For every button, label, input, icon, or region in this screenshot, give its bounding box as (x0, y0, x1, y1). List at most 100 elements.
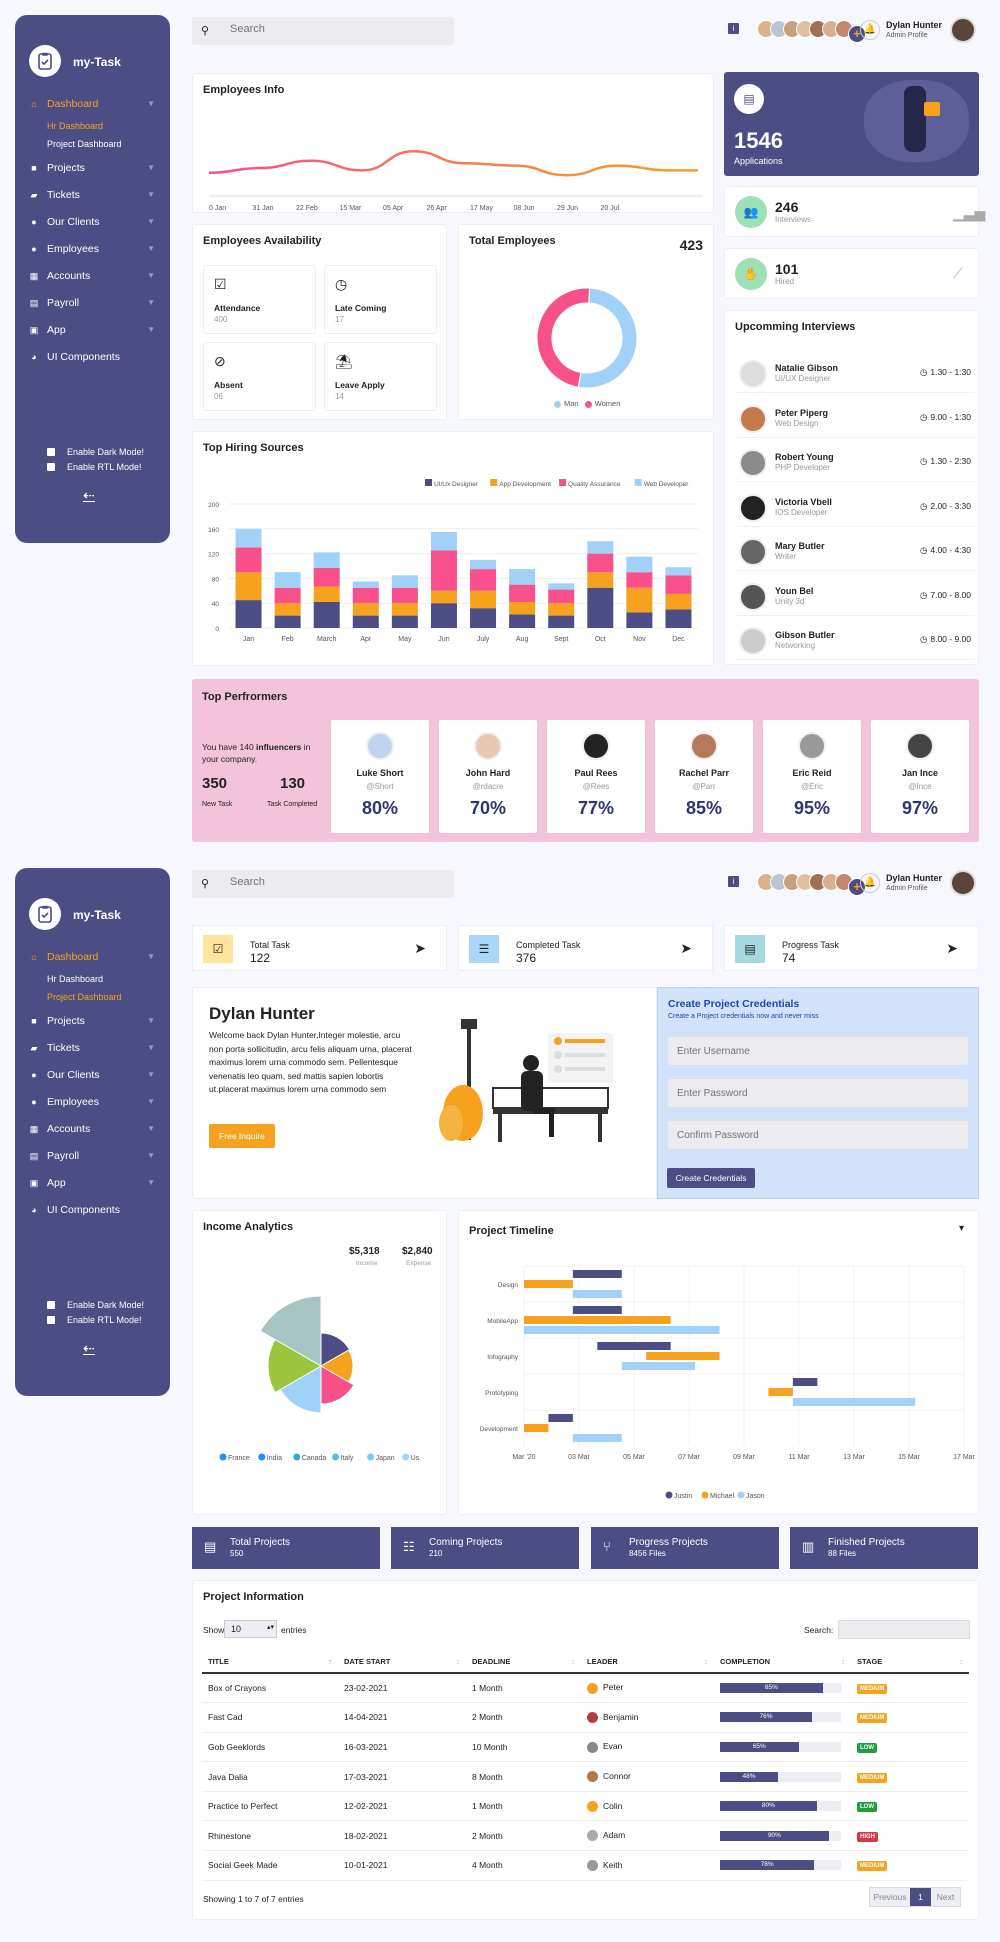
chevron-right-icon[interactable]: ➤ (680, 940, 692, 956)
attendance-tile[interactable]: ☑ Attendance 400 (203, 265, 316, 334)
finished-projects-card[interactable]: ▥ Finished Projects 88 Files (790, 1527, 978, 1569)
team-avatars[interactable]: + (757, 20, 866, 43)
timeline-dropdown-icon[interactable]: ▾ (958, 1223, 964, 1234)
chevron-right-icon[interactable]: ➤ (946, 940, 958, 956)
interview-row[interactable]: Victoria Vbell IOS Developer ◷ 2.00 - 3:30 (735, 491, 975, 527)
interview-row[interactable]: Youn Bel Unity 3d ◷ 7.00 - 8.00 (735, 580, 975, 616)
total-task-card[interactable]: ☑ Total Task 122 ➤ (192, 925, 447, 971)
col-deadline[interactable]: DEADLINE ↕ (466, 1651, 581, 1674)
clock-icon: ◷ (919, 367, 928, 377)
col-completion[interactable]: COMPLETION ↕ (714, 1651, 851, 1674)
sidebar-item-payroll[interactable]: ▤ Payroll ▼ (15, 1145, 170, 1167)
dark-mode-toggle[interactable]: Enable Dark Mode! (47, 447, 144, 457)
page-1-button[interactable]: 1 (910, 1888, 931, 1906)
info-badge[interactable]: i (728, 23, 739, 34)
sidebar-item-ui-components[interactable]: ◕ UI Components (15, 1199, 170, 1221)
interview-name: Youn Bel (775, 585, 814, 596)
bell-icon[interactable]: 🔔 (860, 20, 880, 40)
checkbox[interactable] (47, 1301, 55, 1309)
sidebar-sub-hr-dashboard[interactable]: Hr Dashboard (47, 121, 104, 131)
coming-projects-card[interactable]: ☷ Coming Projects 210 (391, 1527, 579, 1569)
entries-select[interactable]: 10 ▴▾ (224, 1620, 277, 1638)
table-row[interactable]: Box of Crayons 23-02-2021 1 Month Peter 85% M… (202, 1673, 969, 1704)
next-button[interactable]: Next (931, 1888, 960, 1906)
info-badge[interactable]: i (728, 876, 739, 887)
sidebar-item-employees[interactable]: ● Employees ▼ (15, 238, 170, 260)
performer-card[interactable]: Eric Reid @Eric 95% (763, 720, 861, 833)
sidebar-item-payroll[interactable]: ▤ Payroll ▼ (15, 292, 170, 314)
interview-row[interactable]: Peter Piperg Web Design ◷ 9.00 - 1:30 (735, 402, 975, 438)
dark-mode-toggle[interactable]: Enable Dark Mode! (47, 1300, 144, 1310)
table-row[interactable]: Rhinestone 18-02-2021 2 Month Adam 90% HIGH (202, 1820, 969, 1852)
chevron-right-icon[interactable]: ➤ (414, 940, 426, 956)
confirm-password-field[interactable] (667, 1120, 969, 1150)
sidebar-item-dashboard[interactable]: ⌂ Dashboard ▼ (15, 93, 170, 115)
sidebar-item-employees[interactable]: ● Employees ▼ (15, 1091, 170, 1113)
sidebar-item-clients[interactable]: ● Our Clients ▼ (15, 1064, 170, 1086)
team-avatars[interactable]: + (757, 873, 866, 896)
interview-row[interactable]: Mary Butler Writer ◷ 4.00 - 4:30 (735, 535, 975, 571)
performer-card[interactable]: John Hard @rdacre 70% (439, 720, 537, 833)
col-stage[interactable]: STAGE ↕ (851, 1651, 969, 1674)
performer-card[interactable]: Paul Rees @Rees 77% (547, 720, 645, 833)
leader-name: Peter (603, 1682, 624, 1693)
profile-avatar[interactable] (950, 17, 976, 43)
leave-apply-tile[interactable]: ⛱ Leave Apply 14 (324, 342, 437, 411)
sidebar-item-accounts[interactable]: ▦ Accounts ▼ (15, 265, 170, 287)
completed-task-card[interactable]: ☰ Completed Task 376 ➤ (458, 925, 713, 971)
search-bar[interactable]: ⚲ (192, 870, 454, 898)
sidebar-item-tickets[interactable]: ▰ Tickets ▼ (15, 184, 170, 206)
bell-icon[interactable]: 🔔 (860, 873, 880, 893)
sidebar-item-app[interactable]: ▣ App ▼ (15, 319, 170, 341)
password-field[interactable] (667, 1078, 969, 1108)
profile-avatar[interactable] (950, 870, 976, 896)
table-row[interactable]: Fast Cad 14-04-2021 2 Month Benjamin 76% MEDI… (202, 1702, 969, 1733)
interview-row[interactable]: Natalie Gibson UI/UX Designer ◷ 1.30 - 1:30 (735, 357, 975, 393)
table-search-input[interactable] (838, 1620, 970, 1639)
performer-card[interactable]: Rachel Parr @Parr 85% (655, 720, 753, 833)
sidebar-item-dashboard[interactable]: ⌂ Dashboard ▼ (15, 946, 170, 968)
search-input[interactable] (230, 876, 430, 888)
sidebar-sub-project-dashboard[interactable]: Project Dashboard (47, 992, 122, 1002)
col-date-start[interactable]: DATE START ↕ (338, 1651, 466, 1674)
sidebar-item-accounts[interactable]: ▦ Accounts ▼ (15, 1118, 170, 1140)
search-bar[interactable]: ⚲ (192, 17, 454, 45)
checkbox[interactable] (47, 463, 55, 471)
brand-logo[interactable] (29, 898, 61, 930)
sidebar-item-ui-components[interactable]: ◕ UI Components (15, 346, 170, 368)
total-projects-card[interactable]: ▤ Total Projects 550 (192, 1527, 380, 1569)
progress-task-card[interactable]: ▤ Progress Task 74 ➤ (724, 925, 979, 971)
table-row[interactable]: Social Geek Made 10-01-2021 4 Month Keith 78… (202, 1850, 969, 1881)
performer-card[interactable]: Jan Ince @Ince 97% (871, 720, 969, 833)
absent-tile[interactable]: ⊘ Absent 06 (203, 342, 316, 411)
sidebar-item-tickets[interactable]: ▰ Tickets ▼ (15, 1037, 170, 1059)
progress-projects-card[interactable]: ⑂ Progress Projects 8456 Files (591, 1527, 779, 1569)
sidebar-item-app[interactable]: ▣ App ▼ (15, 1172, 170, 1194)
sidebar-sub-hr-dashboard[interactable]: Hr Dashboard (47, 974, 104, 984)
sidebar-item-clients[interactable]: ● Our Clients ▼ (15, 211, 170, 233)
table-row[interactable]: Practice to Perfect 12-02-2021 1 Month Coli… (202, 1791, 969, 1822)
username-field[interactable] (667, 1036, 969, 1066)
sidebar-item-projects[interactable]: ■ Projects ▼ (15, 1010, 170, 1032)
late-coming-tile[interactable]: ◷ Late Coming 17 (324, 265, 437, 334)
free-inquire-button[interactable]: Free Inquire (209, 1124, 275, 1148)
brand-logo[interactable] (29, 45, 61, 77)
rtl-mode-toggle[interactable]: Enable RTL Mode! (47, 462, 142, 472)
collapse-arrow-icon[interactable]: ⇠ (83, 487, 95, 503)
table-row[interactable]: Java Dalia 17-03-2021 8 Month Connor 48% MEDI… (202, 1761, 969, 1792)
interview-row[interactable]: Gibson Butler Networking ◷ 8.00 - 9.00 (735, 624, 975, 660)
checkbox[interactable] (47, 1316, 55, 1324)
col-title[interactable]: TITLE ↑ (202, 1651, 338, 1674)
rtl-mode-toggle[interactable]: Enable RTL Mode! (47, 1315, 142, 1325)
checkbox[interactable] (47, 448, 55, 456)
sidebar-sub-project-dashboard[interactable]: Project Dashboard (47, 139, 122, 149)
table-row[interactable]: Gob Geeklords 16-03-2021 10 Month Evan 65% LO… (202, 1732, 969, 1763)
previous-button[interactable]: Previous (870, 1888, 910, 1906)
create-credentials-button[interactable]: Create Credentials (667, 1168, 755, 1188)
search-input[interactable] (230, 23, 430, 35)
performer-card[interactable]: Luke Short @Short 80% (331, 720, 429, 833)
collapse-arrow-icon[interactable]: ⇠ (83, 1340, 95, 1356)
interview-row[interactable]: Robert Young PHP Developer ◷ 1.30 - 2:30 (735, 446, 975, 482)
col-leader[interactable]: LEADER ↕ (581, 1651, 714, 1674)
sidebar-item-projects[interactable]: ■ Projects ▼ (15, 157, 170, 179)
